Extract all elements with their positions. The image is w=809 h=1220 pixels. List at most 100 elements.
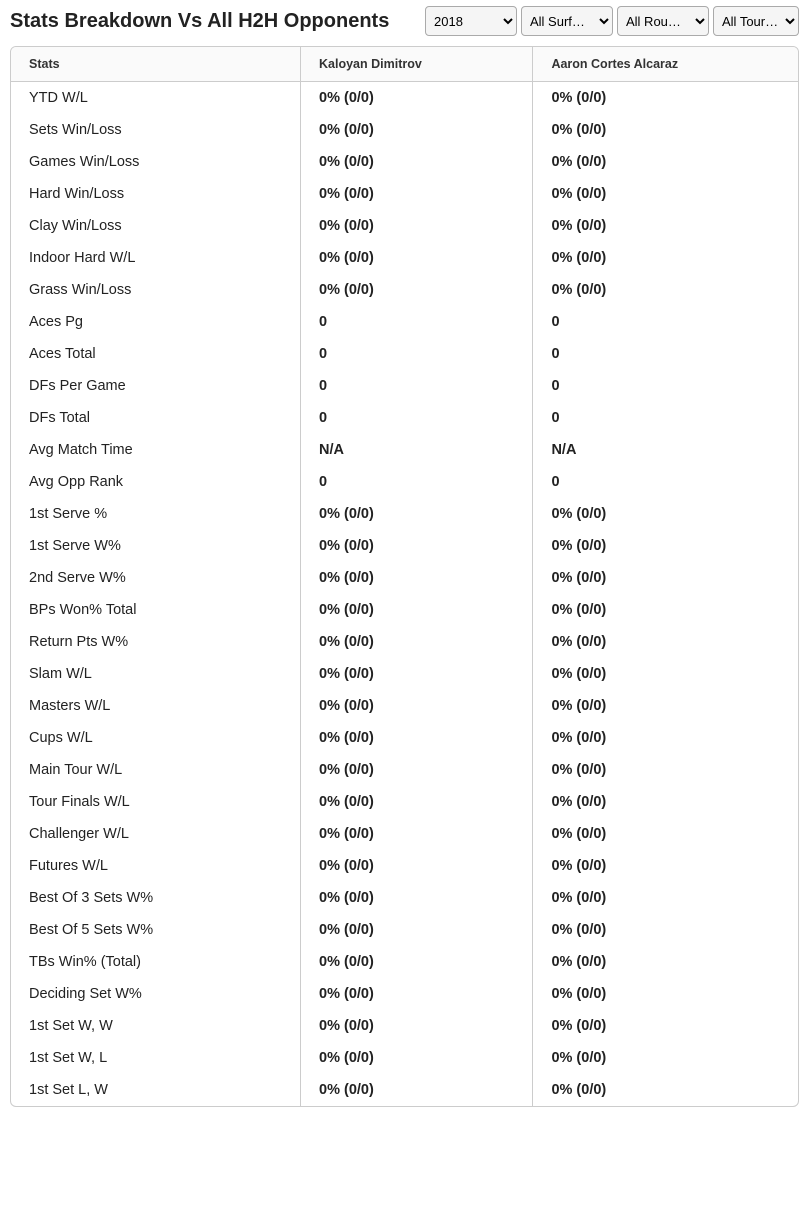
stat-value-cell: 0% (0/0) xyxy=(301,1042,533,1074)
stat-value-cell: 0% (0/0) xyxy=(301,722,533,754)
round-select[interactable]: All Rou… xyxy=(617,6,709,36)
stat-value-cell: 0% (0/0) xyxy=(533,82,798,115)
stat-value-cell: 0% (0/0) xyxy=(301,818,533,850)
stat-label-cell: Clay Win/Loss xyxy=(11,210,301,242)
stat-label-cell: 1st Set L, W xyxy=(11,1074,301,1106)
stat-value-cell: 0 xyxy=(301,466,533,498)
table-row: Challenger W/L0% (0/0)0% (0/0) xyxy=(11,818,798,850)
stat-value-cell: 0% (0/0) xyxy=(301,210,533,242)
stat-value-cell: N/A xyxy=(301,434,533,466)
page-title: Stats Breakdown Vs All H2H Opponents xyxy=(10,10,389,33)
stat-value-cell: 0% (0/0) xyxy=(533,242,798,274)
stat-value-cell: 0% (0/0) xyxy=(301,754,533,786)
stat-label-cell: Slam W/L xyxy=(11,658,301,690)
stat-label-cell: Avg Opp Rank xyxy=(11,466,301,498)
table-row: 1st Set W, W0% (0/0)0% (0/0) xyxy=(11,1010,798,1042)
table-row: Masters W/L0% (0/0)0% (0/0) xyxy=(11,690,798,722)
stat-value-cell: 0% (0/0) xyxy=(301,946,533,978)
stat-label-cell: Avg Match Time xyxy=(11,434,301,466)
table-row: Grass Win/Loss0% (0/0)0% (0/0) xyxy=(11,274,798,306)
stat-label-cell: Best Of 5 Sets W% xyxy=(11,914,301,946)
stat-value-cell: 0 xyxy=(533,306,798,338)
stat-label-cell: Aces Total xyxy=(11,338,301,370)
stat-label-cell: YTD W/L xyxy=(11,82,301,115)
stat-value-cell: 0% (0/0) xyxy=(533,626,798,658)
table-row: DFs Per Game00 xyxy=(11,370,798,402)
year-select[interactable]: 2018 xyxy=(425,6,517,36)
table-row: Tour Finals W/L0% (0/0)0% (0/0) xyxy=(11,786,798,818)
stat-value-cell: 0% (0/0) xyxy=(301,882,533,914)
stat-value-cell: 0 xyxy=(533,338,798,370)
stat-value-cell: 0% (0/0) xyxy=(533,882,798,914)
col-header-player1: Kaloyan Dimitrov xyxy=(301,47,533,82)
stat-value-cell: 0% (0/0) xyxy=(301,978,533,1010)
stat-value-cell: 0% (0/0) xyxy=(533,146,798,178)
stat-value-cell: 0% (0/0) xyxy=(301,850,533,882)
table-row: Cups W/L0% (0/0)0% (0/0) xyxy=(11,722,798,754)
stat-label-cell: TBs Win% (Total) xyxy=(11,946,301,978)
table-row: Clay Win/Loss0% (0/0)0% (0/0) xyxy=(11,210,798,242)
stat-value-cell: 0% (0/0) xyxy=(301,690,533,722)
stat-value-cell: 0 xyxy=(301,402,533,434)
stat-value-cell: 0% (0/0) xyxy=(533,914,798,946)
table-row: 1st Set L, W0% (0/0)0% (0/0) xyxy=(11,1074,798,1106)
stat-value-cell: 0% (0/0) xyxy=(301,82,533,115)
stat-label-cell: Hard Win/Loss xyxy=(11,178,301,210)
stat-label-cell: 1st Set W, L xyxy=(11,1042,301,1074)
stat-value-cell: 0% (0/0) xyxy=(533,946,798,978)
table-row: DFs Total00 xyxy=(11,402,798,434)
stat-label-cell: Return Pts W% xyxy=(11,626,301,658)
stat-value-cell: 0% (0/0) xyxy=(533,690,798,722)
table-row: Avg Match TimeN/AN/A xyxy=(11,434,798,466)
table-row: Slam W/L0% (0/0)0% (0/0) xyxy=(11,658,798,690)
stats-header: Stats Breakdown Vs All H2H Opponents 201… xyxy=(0,0,809,42)
stat-label-cell: Masters W/L xyxy=(11,690,301,722)
table-row: BPs Won% Total0% (0/0)0% (0/0) xyxy=(11,594,798,626)
stat-value-cell: 0% (0/0) xyxy=(533,978,798,1010)
table-row: Deciding Set W%0% (0/0)0% (0/0) xyxy=(11,978,798,1010)
stat-value-cell: 0 xyxy=(533,402,798,434)
stat-label-cell: 1st Serve % xyxy=(11,498,301,530)
stat-value-cell: 0% (0/0) xyxy=(533,562,798,594)
table-row: Sets Win/Loss0% (0/0)0% (0/0) xyxy=(11,114,798,146)
stat-label-cell: Sets Win/Loss xyxy=(11,114,301,146)
surface-select[interactable]: All Surf… xyxy=(521,6,613,36)
stat-value-cell: 0% (0/0) xyxy=(301,146,533,178)
stat-value-cell: 0% (0/0) xyxy=(301,1010,533,1042)
stat-value-cell: 0% (0/0) xyxy=(533,754,798,786)
stat-label-cell: 1st Serve W% xyxy=(11,530,301,562)
stat-value-cell: 0% (0/0) xyxy=(533,1074,798,1106)
table-row: Hard Win/Loss0% (0/0)0% (0/0) xyxy=(11,178,798,210)
stat-label-cell: Futures W/L xyxy=(11,850,301,882)
table-row: Games Win/Loss0% (0/0)0% (0/0) xyxy=(11,146,798,178)
col-header-player2: Aaron Cortes Alcaraz xyxy=(533,47,798,82)
table-row: 2nd Serve W%0% (0/0)0% (0/0) xyxy=(11,562,798,594)
table-row: 1st Serve W%0% (0/0)0% (0/0) xyxy=(11,530,798,562)
stat-label-cell: Best Of 3 Sets W% xyxy=(11,882,301,914)
stat-value-cell: 0% (0/0) xyxy=(301,626,533,658)
stat-value-cell: 0 xyxy=(533,466,798,498)
table-row: Return Pts W%0% (0/0)0% (0/0) xyxy=(11,626,798,658)
stat-value-cell: 0% (0/0) xyxy=(533,498,798,530)
stat-label-cell: Tour Finals W/L xyxy=(11,786,301,818)
table-row: Best Of 3 Sets W%0% (0/0)0% (0/0) xyxy=(11,882,798,914)
stat-value-cell: 0% (0/0) xyxy=(533,1010,798,1042)
stats-table: Stats Kaloyan Dimitrov Aaron Cortes Alca… xyxy=(11,47,798,1106)
table-row: Aces Total00 xyxy=(11,338,798,370)
table-row: Main Tour W/L0% (0/0)0% (0/0) xyxy=(11,754,798,786)
stat-label-cell: DFs Total xyxy=(11,402,301,434)
table-row: 1st Set W, L0% (0/0)0% (0/0) xyxy=(11,1042,798,1074)
stat-label-cell: Games Win/Loss xyxy=(11,146,301,178)
stat-value-cell: 0% (0/0) xyxy=(533,786,798,818)
stat-label-cell: Main Tour W/L xyxy=(11,754,301,786)
stat-label-cell: Indoor Hard W/L xyxy=(11,242,301,274)
stat-value-cell: 0% (0/0) xyxy=(533,594,798,626)
tour-select[interactable]: All Tour… xyxy=(713,6,799,36)
stat-value-cell: N/A xyxy=(533,434,798,466)
stat-value-cell: 0% (0/0) xyxy=(301,114,533,146)
stat-value-cell: 0% (0/0) xyxy=(301,562,533,594)
table-header-row: Stats Kaloyan Dimitrov Aaron Cortes Alca… xyxy=(11,47,798,82)
stats-table-container: Stats Kaloyan Dimitrov Aaron Cortes Alca… xyxy=(10,46,799,1107)
stat-value-cell: 0% (0/0) xyxy=(533,722,798,754)
table-row: Futures W/L0% (0/0)0% (0/0) xyxy=(11,850,798,882)
